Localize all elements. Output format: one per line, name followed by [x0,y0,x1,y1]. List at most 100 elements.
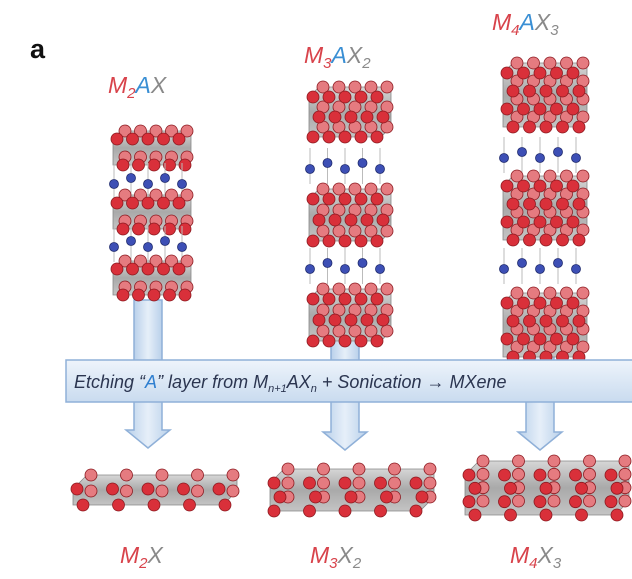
atom-m [540,482,552,494]
atom-a [518,259,527,268]
atom-m [148,289,160,301]
atom-m [355,335,367,347]
atom-m [148,499,160,511]
atom-m [573,198,585,210]
atom-m [507,234,519,246]
bottom-label: M4X3 [510,542,562,572]
atom-m [156,469,168,481]
atom-m [518,103,530,115]
atom-a [500,265,509,274]
atom-m [156,485,168,497]
atom-m [534,333,546,345]
atom-m [339,477,351,489]
bottom-label: M2X [120,542,165,572]
atom-m [524,121,536,133]
label-part: M [108,72,128,98]
atom-m [540,121,552,133]
atom-m [551,333,563,345]
atom-m [570,469,582,481]
atom-m [361,111,373,123]
label-part: X [150,72,168,98]
label-part: 4 [529,555,537,572]
atom-m [534,496,546,508]
atom-m [524,85,536,97]
label-part: X [534,9,552,35]
atom-m [127,133,139,145]
atom-m [540,509,552,521]
label-part: A [518,9,535,35]
atom-m [499,496,511,508]
arrow [134,300,162,362]
atom-m [551,216,563,228]
atom-a [323,159,332,168]
atom-m [501,216,513,228]
atom-m [307,293,319,305]
atom-a [500,154,509,163]
atom-m [567,103,579,115]
atom-m [192,485,204,497]
atom-m [469,482,481,494]
label-part: X [346,42,364,68]
atom-m [111,263,123,275]
atom-a [376,265,385,274]
banner-part: Etching “ [74,372,146,392]
atom-m [323,193,335,205]
atom-m [173,133,185,145]
atom-m [577,287,589,299]
atom-a [536,265,545,274]
atom-m [313,214,325,226]
atom-m [173,197,185,209]
atom-m [518,180,530,192]
atom-m [111,197,123,209]
atom-m [361,214,373,226]
atom-m [499,469,511,481]
atom-m [353,477,365,489]
atom-a [110,180,119,189]
atom-m [121,485,133,497]
banner-part: A [144,372,157,392]
atom-a [306,265,315,274]
atom-m [507,121,519,133]
atom-m [375,505,387,517]
atom-m [268,505,280,517]
atom-a [554,148,563,157]
atom-m [557,121,569,133]
atom-m [361,314,373,326]
arrow [518,400,562,450]
atom-m [323,91,335,103]
atom-m [318,463,330,475]
label-part: 4 [511,22,519,39]
atom-m [85,469,97,481]
atom-m [573,234,585,246]
atom-m [323,235,335,247]
banner-part: AX [286,372,312,392]
atom-m [133,159,145,171]
atom-m [534,103,546,115]
label-part: 2 [361,55,371,72]
atom-m [416,491,428,503]
atom-m [557,85,569,97]
atom-m [117,159,129,171]
atom-a [376,165,385,174]
atom-m [619,495,631,507]
atom-m [584,468,596,480]
atom-m [389,477,401,489]
atom-m [424,463,436,475]
atom-m [111,133,123,145]
atom-m [505,509,517,521]
atom-a [306,165,315,174]
atom-m [548,455,560,467]
atom-a [518,148,527,157]
atom-m [534,180,546,192]
atom-m [463,496,475,508]
atom-m [611,482,623,494]
atom-a [178,243,187,252]
atom-m [307,335,319,347]
atom-m [381,225,393,237]
atom-m [381,325,393,337]
atom-m [133,289,145,301]
atom-m [304,505,316,517]
atom-m [551,297,563,309]
atom-m [355,235,367,247]
label-part: 2 [352,555,362,572]
